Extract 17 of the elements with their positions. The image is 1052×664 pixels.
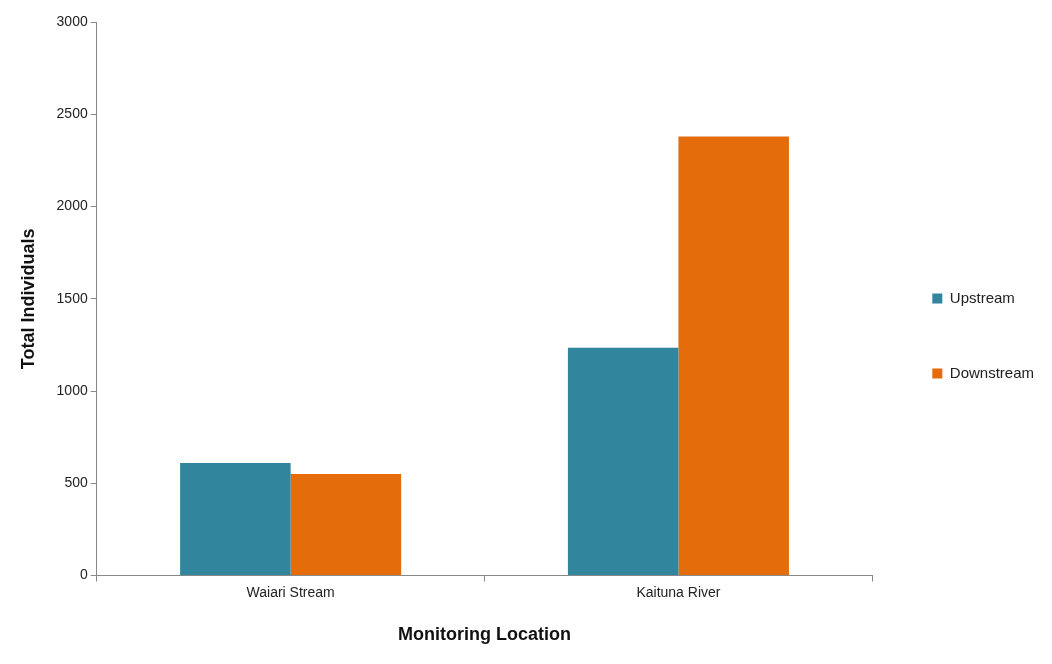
legend-label: Downstream	[949, 363, 1035, 381]
bar	[678, 136, 789, 576]
bar	[567, 347, 679, 576]
x-tick-label: Kaituna River	[636, 583, 721, 600]
bar	[180, 463, 291, 576]
y-tick-label: 2500	[56, 105, 88, 122]
y-tick-label: 2000	[56, 197, 88, 214]
x-axis-title: Monitoring Location	[398, 624, 572, 645]
bar	[290, 474, 402, 576]
y-axis-title: Total Individuals	[17, 228, 38, 370]
y-tick-label: 1500	[56, 289, 88, 306]
y-tick-label: 0	[79, 566, 88, 583]
y-tick-label: 3000	[56, 12, 88, 29]
y-tick-label: 500	[64, 474, 88, 491]
x-tick-label: Waiari Stream	[246, 583, 335, 600]
y-tick-label: 1000	[56, 381, 88, 398]
legend-label: Upstream	[949, 288, 1015, 306]
